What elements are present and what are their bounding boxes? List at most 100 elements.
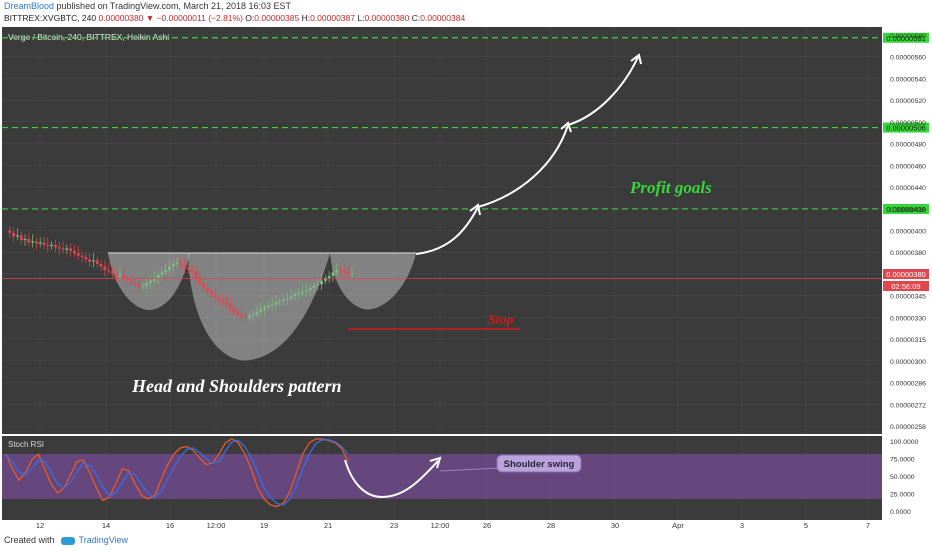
candle-body bbox=[198, 278, 202, 284]
target-tag-text: 0.00000581 bbox=[886, 34, 926, 43]
candle-body bbox=[54, 244, 57, 248]
candle-body bbox=[27, 238, 31, 243]
candle-body bbox=[209, 291, 213, 296]
stoch-series-line bbox=[5, 438, 349, 508]
x-tick-label: 23 bbox=[390, 521, 398, 530]
arrowhead-1-icon bbox=[469, 203, 481, 216]
open-value: 0.00000385 bbox=[254, 13, 300, 23]
projection-arrow-1 bbox=[415, 206, 479, 255]
candle-body bbox=[38, 242, 42, 244]
candle-body bbox=[187, 267, 190, 271]
arrowhead-3-icon bbox=[630, 53, 642, 65]
candle-body bbox=[266, 305, 270, 308]
stoch-y-tick: 75.0000 bbox=[890, 457, 915, 464]
candle-body bbox=[95, 260, 99, 265]
candle-body bbox=[19, 235, 23, 241]
candle-body bbox=[350, 273, 354, 275]
candle-body bbox=[247, 315, 251, 318]
x-tick-label: 3 bbox=[740, 521, 744, 530]
y-tick-label: 0.00000345 bbox=[890, 294, 926, 301]
candle-body bbox=[282, 299, 285, 302]
candle-body bbox=[73, 250, 76, 254]
chart-canvas[interactable]: Verge / Bitcoin, 240, BITTREX, Heikin As… bbox=[0, 25, 932, 532]
candle-body bbox=[31, 241, 35, 243]
last-value: 0.00000380 bbox=[98, 13, 144, 23]
target-tag-text: 0.00000438 bbox=[886, 205, 926, 214]
candle-body bbox=[202, 283, 206, 288]
candle-body bbox=[103, 266, 107, 271]
ohlc-line: BITTREX:XVGBTC, 240 0.00000380 ▼ −0.0000… bbox=[4, 13, 465, 23]
x-tick-label: 19 bbox=[260, 521, 268, 530]
projection-arrow-2 bbox=[477, 124, 569, 208]
candle-body bbox=[168, 266, 171, 271]
main-y-axis: 0.00000580 0.00000560 0.00000540 0.00000520… bbox=[890, 33, 926, 431]
head-bowl bbox=[188, 253, 330, 361]
y-tick-label: 0.00000380 bbox=[890, 250, 926, 257]
x-tick-label: 16 bbox=[166, 521, 174, 530]
y-tick-label: 0.00000580 bbox=[890, 33, 926, 40]
swing-label-box bbox=[496, 454, 582, 473]
y-tick-label: 0.00000400 bbox=[890, 229, 926, 236]
y-tick-label: 0.00000300 bbox=[890, 359, 926, 366]
candle-body bbox=[35, 241, 38, 244]
target-tag bbox=[883, 203, 929, 214]
high-value: 0.00000387 bbox=[310, 13, 355, 23]
candle-body bbox=[228, 304, 232, 309]
target-tag-text: 0.00000506 bbox=[886, 124, 926, 133]
x-tick-label: 21 bbox=[324, 521, 332, 530]
candle-body bbox=[12, 232, 16, 237]
candle-body bbox=[346, 272, 350, 274]
publish-info: DreamBlood published on TradingView.com,… bbox=[4, 1, 291, 11]
countdown-text: 02:56:09 bbox=[891, 282, 920, 291]
candle-body bbox=[240, 314, 244, 317]
high-label: H: bbox=[301, 13, 311, 23]
candle-body bbox=[137, 284, 141, 287]
x-axis: 12 14 16 12:00 19 21 23 12:00 26 28 30 Apr 3 5 7 bbox=[36, 521, 870, 530]
candle-body bbox=[308, 287, 312, 291]
author-link[interactable]: DreamBlood bbox=[4, 1, 55, 11]
candle-body bbox=[206, 287, 209, 292]
x-tick-label: 30 bbox=[611, 521, 619, 530]
candle-body bbox=[152, 278, 156, 281]
candle-body bbox=[171, 264, 175, 267]
y-tick-label: 0.00000520 bbox=[890, 98, 926, 105]
candle-body bbox=[118, 274, 122, 276]
candle-body bbox=[259, 309, 263, 312]
candle-body bbox=[297, 292, 301, 294]
candle-body bbox=[141, 285, 145, 287]
candle-body bbox=[130, 280, 133, 284]
close-value: 0.00000384 bbox=[420, 13, 466, 23]
stoch-y-tick: 0.0000 bbox=[890, 509, 911, 516]
candle-body bbox=[274, 302, 278, 305]
candle-body bbox=[270, 304, 274, 306]
swing-arrow bbox=[344, 459, 439, 499]
arrowhead-2-icon bbox=[560, 121, 572, 133]
candle-body bbox=[16, 235, 19, 237]
created-with-text: Created with bbox=[4, 535, 55, 545]
y-tick-label: 0.00000330 bbox=[890, 315, 926, 322]
price-tags: 0.00000380 02:56:09 bbox=[883, 269, 929, 291]
x-tick-label: 12:00 bbox=[207, 521, 226, 530]
candle-body bbox=[301, 291, 304, 293]
candle-body bbox=[160, 272, 164, 275]
candle-body bbox=[327, 275, 331, 279]
candle-body bbox=[194, 272, 198, 279]
down-arrow-icon: ▼ bbox=[145, 13, 155, 23]
y-tick-label: 0.00000440 bbox=[890, 185, 926, 192]
target-lines: 0.00000581 0.00000506 0.00000438 bbox=[2, 32, 929, 214]
candle-body bbox=[111, 271, 114, 274]
footer: Created with TradingView bbox=[4, 535, 128, 545]
candle-body bbox=[65, 248, 69, 250]
stoch-series-line bbox=[5, 439, 349, 506]
candle-body bbox=[23, 238, 27, 241]
candle-body bbox=[285, 298, 289, 300]
x-tick-label: 12:00 bbox=[431, 521, 450, 530]
candle-body bbox=[145, 283, 149, 286]
candle-body bbox=[126, 278, 130, 281]
candle-body bbox=[293, 293, 297, 297]
tradingview-link[interactable]: TradingView bbox=[78, 535, 129, 545]
swing-connector bbox=[439, 467, 501, 472]
candle-body bbox=[61, 248, 65, 250]
symbol-label: BITTREX:XVGBTC, 240 bbox=[4, 13, 97, 23]
candle-body bbox=[69, 248, 73, 251]
